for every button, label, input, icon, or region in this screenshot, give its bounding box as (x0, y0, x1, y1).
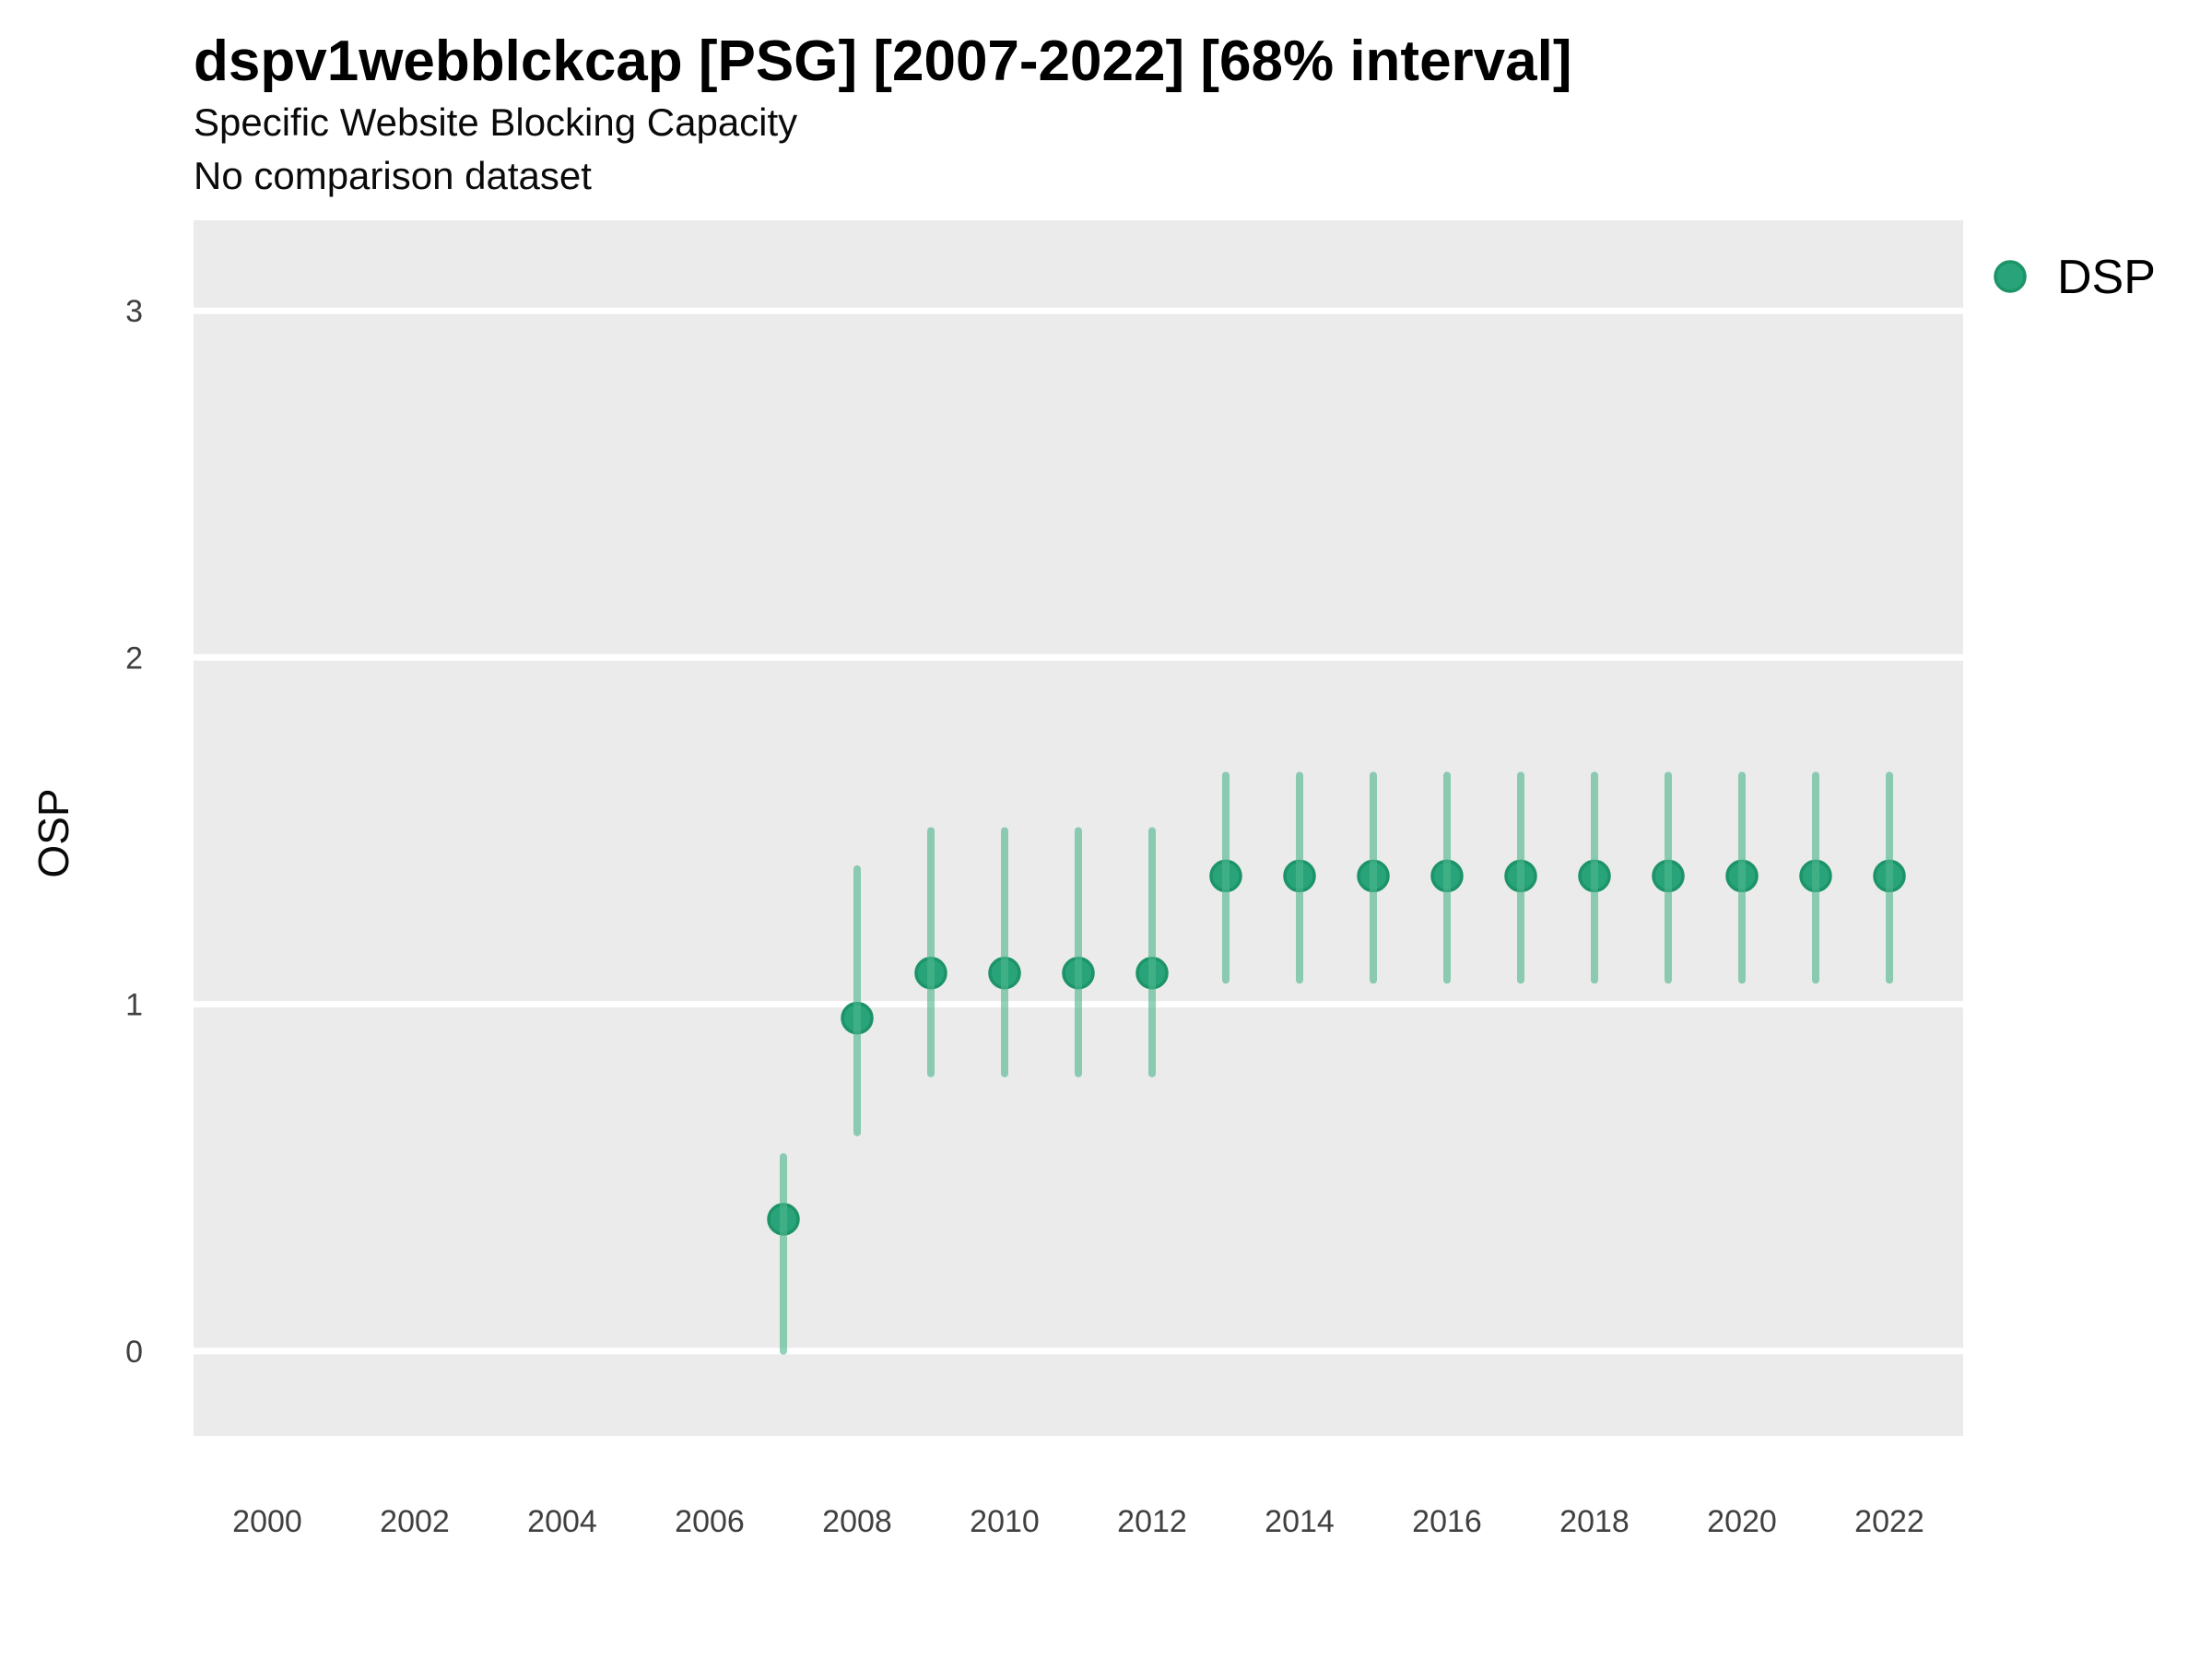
x-tick-label-2000: 2000 (232, 1504, 302, 1539)
x-tick-label-2004: 2004 (527, 1504, 597, 1539)
y-tick-label-0: 0 (125, 1335, 143, 1370)
legend-key-icon-DSP (1994, 260, 2027, 293)
x-tick-label-2020: 2020 (1707, 1504, 1777, 1539)
x-tick-label-2006: 2006 (675, 1504, 745, 1539)
x-tick-label-2014: 2014 (1265, 1504, 1335, 1539)
y-tick-label-2: 2 (125, 641, 143, 676)
x-tick-label-2008: 2008 (822, 1504, 892, 1539)
legend-label-DSP: DSP (2057, 251, 2156, 304)
x-tick-label-2002: 2002 (380, 1504, 450, 1539)
chart-comparison-note: No comparison dataset (194, 154, 592, 197)
x-tick-label-2016: 2016 (1412, 1504, 1482, 1539)
chart-title: dspv1webblckcap [PSG] [2007-2022] [68% i… (194, 29, 1572, 93)
y-tick-label-3: 3 (125, 294, 143, 329)
x-tick-label-2010: 2010 (970, 1504, 1040, 1539)
x-tick-label-2012: 2012 (1117, 1504, 1187, 1539)
y-tick-label-1: 1 (125, 988, 143, 1023)
x-tick-label-2022: 2022 (1854, 1504, 1924, 1539)
chart-subtitle: Specific Website Blocking Capacity (194, 100, 798, 144)
x-tick-label-2018: 2018 (1559, 1504, 1630, 1539)
